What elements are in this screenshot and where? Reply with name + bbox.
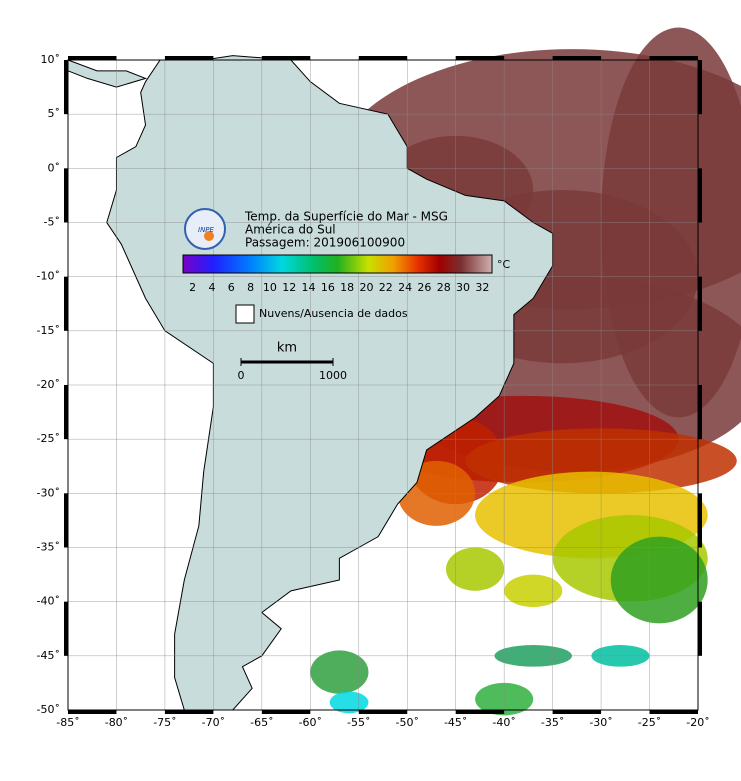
border-bar (698, 385, 702, 440)
central-america (67, 59, 148, 88)
sst-patch (504, 574, 563, 608)
graticule (68, 60, 698, 710)
lon-label: -75˚ (153, 716, 176, 729)
title-line: Passagem: 201906100900 (245, 236, 405, 250)
colorbar (182, 254, 493, 274)
scale-start: 0 (238, 369, 245, 382)
colorbar-tick-label: 12 (282, 281, 296, 294)
colorbar-unit: °C (497, 258, 511, 271)
lat-label: -15˚ (37, 324, 60, 337)
logo-text: INPE (198, 226, 215, 234)
scale-unit: km (277, 341, 297, 356)
border-bar (698, 493, 702, 548)
sst-patch (310, 650, 369, 694)
colorbar-tick-label: 30 (456, 281, 470, 294)
colorbar-tick-label: 22 (379, 281, 393, 294)
lat-label: -40˚ (37, 595, 60, 608)
lon-label: -40˚ (492, 716, 515, 729)
border-bar (164, 56, 214, 60)
lon-label: -30˚ (589, 716, 612, 729)
border-bar (261, 710, 311, 714)
border-bar (698, 601, 702, 656)
border-bar (64, 493, 68, 548)
colorbar-tick-label: 26 (417, 281, 431, 294)
border-bar (552, 710, 602, 714)
colorbar-tick-label: 18 (340, 281, 354, 294)
colorbar-tick-label: 10 (263, 281, 277, 294)
scale-end: 1000 (319, 369, 347, 382)
lon-label: -50˚ (395, 716, 418, 729)
legend-swatch (235, 304, 255, 324)
colorbar-tick-label: 16 (321, 281, 335, 294)
lat-label: -35˚ (37, 541, 60, 554)
border-bar (358, 710, 408, 714)
colorbar-tick-label: 4 (208, 281, 215, 294)
logo-dot (204, 231, 214, 241)
lon-label: -20˚ (686, 716, 709, 729)
border-bar (261, 56, 311, 60)
lat-label: 0˚ (48, 161, 61, 174)
border-bar (64, 276, 68, 331)
lon-label: -55˚ (347, 716, 370, 729)
lat-label: -50˚ (37, 703, 60, 716)
map-layers (67, 27, 741, 716)
border-bar (358, 56, 408, 60)
border-bar (64, 601, 68, 656)
lon-label: -65˚ (250, 716, 273, 729)
lon-label: -80˚ (105, 716, 128, 729)
border-bar (64, 168, 68, 223)
colorbar-tick-label: 14 (302, 281, 316, 294)
lat-label: -10˚ (37, 270, 60, 283)
colorbar-tick-label: 32 (475, 281, 489, 294)
title-line: Temp. da Superfície do Mar - MSG (244, 210, 448, 224)
colorbar-tick-label: 6 (228, 281, 235, 294)
legend-label: Nuvens/Ausencia de dados (259, 307, 408, 320)
border-bar (698, 168, 702, 223)
lon-label: -85˚ (56, 716, 79, 729)
colorbar-tick-label: 8 (247, 281, 254, 294)
border-bar (64, 60, 68, 115)
colorbar-tick-label: 20 (359, 281, 373, 294)
lat-label: -20˚ (37, 378, 60, 391)
lat-label: -5˚ (44, 216, 60, 229)
border-bar (164, 710, 214, 714)
border-bar (455, 56, 505, 60)
frame-border (64, 56, 702, 714)
border-bar (68, 56, 117, 60)
lat-label: -25˚ (37, 432, 60, 445)
border-bar (68, 710, 117, 714)
lon-label: -35˚ (541, 716, 564, 729)
lat-label: 10˚ (41, 53, 61, 66)
lat-label: -45˚ (37, 649, 60, 662)
lon-label: -60˚ (299, 716, 322, 729)
colorbar-tick-label: 24 (398, 281, 412, 294)
lon-label: -70˚ (202, 716, 225, 729)
axis-labels: 10˚ 5˚ 0˚ -5˚ -10˚ -15˚ -20˚ -25˚ -30˚ -35˚ -40˚ -4… (37, 53, 710, 729)
lon-label: -45˚ (444, 716, 467, 729)
border-bar (552, 56, 602, 60)
logo (184, 208, 226, 250)
title-line: América do Sul (245, 223, 336, 237)
sst-patch (610, 536, 708, 624)
border-bar (64, 385, 68, 440)
lon-label: -25˚ (638, 716, 661, 729)
sst-patch (446, 547, 505, 591)
colorbar-ticks: 2 4 6 8 10 12 14 16 18 20 22 24 26 28 30 32 (189, 281, 489, 294)
border-bar (698, 60, 702, 115)
border-bar (698, 276, 702, 331)
lat-label: 5˚ (48, 107, 61, 120)
border-bar (455, 710, 505, 714)
border-bar (649, 56, 698, 60)
lat-label: -30˚ (37, 486, 60, 499)
colorbar-tick-label: 2 (189, 281, 196, 294)
border-bar (649, 710, 698, 714)
colorbar-tick-label: 28 (437, 281, 451, 294)
